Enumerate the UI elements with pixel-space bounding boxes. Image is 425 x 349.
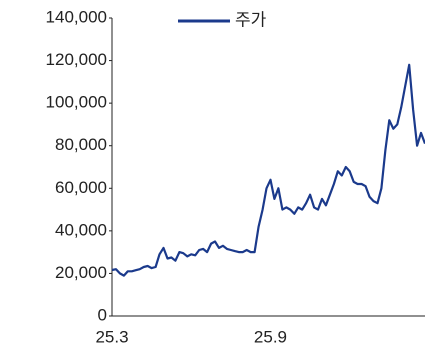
y-tick-label: 0 bbox=[98, 305, 107, 324]
price-line bbox=[111, 63, 425, 277]
y-tick-label: 140,000 bbox=[46, 7, 107, 26]
y-tick-label: 100,000 bbox=[46, 93, 107, 112]
y-tick-label: 20,000 bbox=[55, 263, 107, 282]
y-tick-label: 120,000 bbox=[46, 50, 107, 69]
legend-label: 주가 bbox=[235, 10, 267, 29]
x-tick-label: 25.9 bbox=[254, 327, 287, 346]
y-tick-label: 60,000 bbox=[55, 178, 107, 197]
y-tick-label: 40,000 bbox=[55, 220, 107, 239]
y-tick-label: 80,000 bbox=[55, 135, 107, 154]
x-tick-label: 25.3 bbox=[95, 327, 128, 346]
